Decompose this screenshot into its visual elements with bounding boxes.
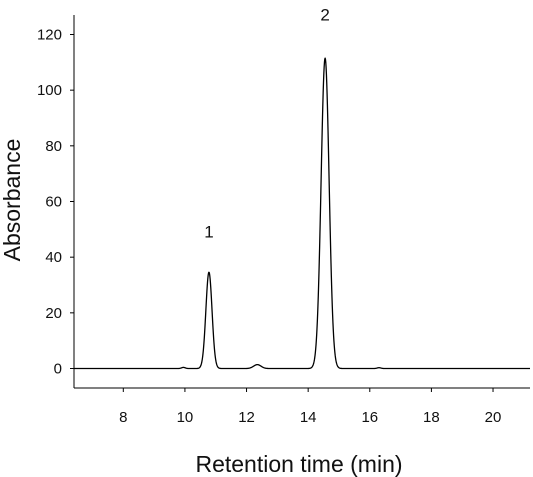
- y-tick-label: 20: [45, 305, 62, 322]
- y-axis: 0 20 40 60 80 100 120: [37, 15, 75, 388]
- x-tick-label: 16: [361, 409, 378, 426]
- peak-annotations: 12: [204, 6, 330, 242]
- peak-label-1: 1: [204, 223, 213, 242]
- x-axis: 8 10 12 14 16 18 20: [74, 387, 530, 426]
- y-tick-label: 40: [45, 249, 62, 266]
- peak-label-2: 2: [320, 6, 329, 25]
- y-tick-label: 100: [37, 82, 62, 99]
- plot-area: [73, 57, 531, 370]
- y-tick-label: 80: [45, 138, 62, 155]
- x-tick-label: 18: [423, 409, 440, 426]
- x-tick-label: 14: [300, 409, 317, 426]
- x-tick-label: 8: [119, 409, 127, 426]
- y-axis-title: Absorbance: [0, 139, 25, 262]
- x-tick-label: 20: [485, 409, 502, 426]
- y-tick-label: 60: [45, 194, 62, 211]
- y-tick-label: 0: [54, 361, 62, 378]
- x-axis-title: Retention time (min): [195, 451, 402, 477]
- x-tick-label: 12: [238, 409, 255, 426]
- y-tick-label: 120: [37, 26, 62, 43]
- x-tick-label: 10: [177, 409, 194, 426]
- chromatogram-trace: [73, 57, 531, 370]
